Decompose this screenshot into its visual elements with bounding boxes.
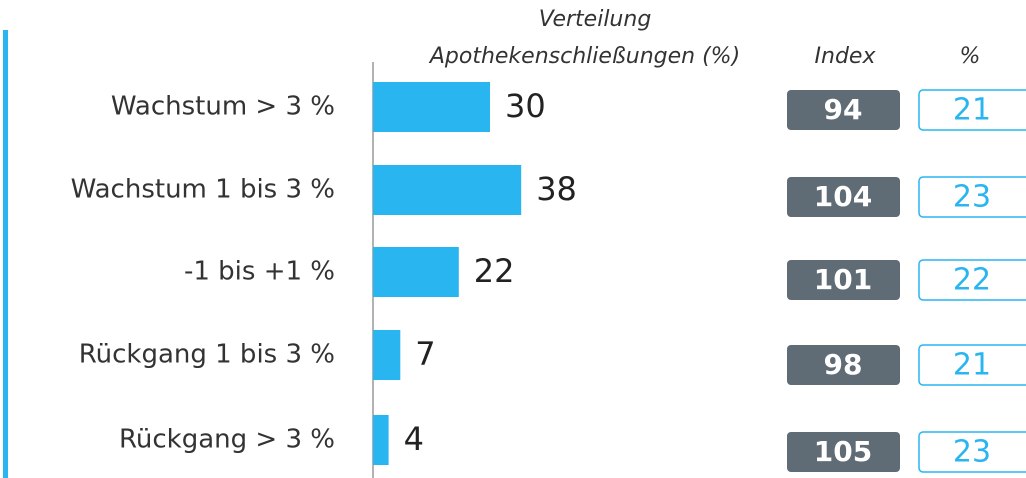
side-accent (3, 30, 8, 478)
share-value: 21 (953, 348, 991, 383)
index-value: 101 (814, 263, 872, 296)
share-value: 23 (953, 180, 991, 215)
share-value: 23 (953, 435, 991, 470)
category-label: Rückgang > 3 % (119, 425, 335, 455)
share-box (918, 259, 1026, 301)
index-header: Index (815, 44, 877, 69)
value-label: 7 (415, 335, 435, 373)
index-box (787, 432, 900, 472)
index-value: 104 (814, 180, 872, 213)
category-label: -1 bis +1 % (184, 257, 335, 287)
bar (373, 415, 389, 465)
index-box (787, 260, 900, 300)
index-box (787, 90, 900, 130)
bar (373, 82, 490, 132)
value-label: 22 (474, 252, 515, 290)
index-value: 105 (814, 435, 872, 468)
category-label: Wachstum > 3 % (111, 92, 335, 122)
column-header: Verteilung (539, 7, 652, 32)
index-value: 98 (824, 348, 863, 381)
value-label: 30 (505, 87, 546, 125)
bar (373, 330, 401, 380)
bar (373, 247, 459, 297)
share-value: 22 (953, 263, 991, 298)
category-label: Rückgang 1 bis 3 % (79, 340, 335, 370)
share-value: 21 (953, 93, 991, 128)
index-box (787, 345, 900, 385)
share-box (918, 89, 1026, 131)
column-header: Apothekenschließungen (%) (428, 44, 740, 69)
category-label: Wachstum 1 bis 3 % (71, 175, 335, 205)
index-box (787, 177, 900, 217)
share-header: % (960, 44, 981, 69)
value-label: 4 (404, 420, 424, 458)
share-box (918, 176, 1026, 218)
bar (373, 165, 522, 215)
share-box (918, 344, 1026, 386)
value-label: 38 (536, 170, 577, 208)
index-value: 94 (824, 93, 863, 126)
share-box (918, 431, 1026, 473)
